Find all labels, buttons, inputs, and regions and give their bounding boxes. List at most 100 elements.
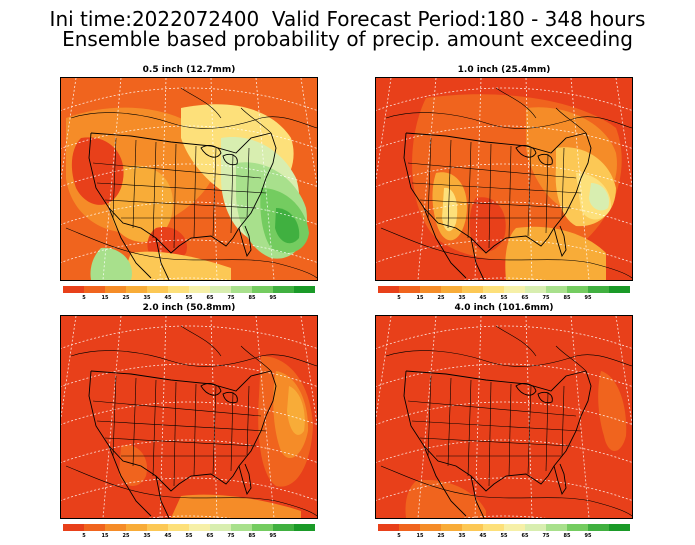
panel-title: 4.0 inch (101.6mm) (454, 303, 554, 313)
colorbar-label: 85 (248, 533, 256, 539)
probability-map (375, 315, 633, 519)
colorbar-segment (483, 286, 504, 293)
colorbar-label: 55 (500, 533, 508, 539)
panel-title: 0.5 inch (12.7mm) (142, 65, 236, 75)
colorbar (63, 286, 315, 293)
colorbar-label: 45 (479, 533, 487, 539)
colorbar-segment (525, 524, 546, 531)
colorbar-segment (63, 286, 84, 293)
colorbar-label: 65 (521, 295, 529, 301)
colorbar-label: 35 (143, 533, 151, 539)
colorbar-label: 65 (206, 533, 214, 539)
colorbar-label: 85 (563, 295, 571, 301)
colorbar-segment (420, 286, 441, 293)
colorbar-segment (84, 524, 105, 531)
colorbar-segment (147, 286, 168, 293)
colorbar-label: 45 (479, 295, 487, 301)
colorbar-segment (504, 524, 525, 531)
colorbar-segment (210, 524, 231, 531)
colorbar-label: 75 (227, 295, 235, 301)
colorbar-segment (546, 524, 567, 531)
map-graphic (61, 78, 317, 280)
colorbar-segment (378, 524, 399, 531)
panel-title: 1.0 inch (25.4mm) (457, 65, 551, 75)
colorbar-segment (105, 286, 126, 293)
colorbar-segment (567, 524, 588, 531)
colorbar-label: 75 (542, 295, 550, 301)
colorbar-segment (588, 286, 609, 293)
colorbar-labels: 5 15 25 35 45 55 65 75 85 95 (378, 533, 630, 541)
colorbar-label: 95 (584, 533, 592, 539)
map-graphic (376, 316, 632, 518)
colorbar-segment (609, 286, 630, 293)
colorbar-label: 95 (269, 533, 277, 539)
colorbar-label: 5 (82, 533, 86, 539)
colorbar-segment (84, 286, 105, 293)
colorbar-labels: 5 15 25 35 45 55 65 75 85 95 (378, 295, 630, 303)
map-graphic (376, 78, 632, 280)
panel-1-0-inch: 1.0 inch (25.4mm) 5 15 25 35 45 55 65 75 85 95 (375, 65, 633, 305)
colorbar-segment (483, 524, 504, 531)
colorbar-segment (273, 524, 294, 531)
colorbar-label: 35 (458, 533, 466, 539)
colorbar-segment (567, 286, 588, 293)
colorbar-segment (210, 286, 231, 293)
colorbar-segment (189, 524, 210, 531)
colorbar-segment (399, 286, 420, 293)
colorbar-segment (252, 286, 273, 293)
colorbar-label: 65 (521, 533, 529, 539)
colorbar-segment (168, 286, 189, 293)
colorbar-label: 35 (143, 295, 151, 301)
colorbar-label: 45 (164, 533, 172, 539)
colorbar-label: 45 (164, 295, 172, 301)
colorbar-label: 15 (101, 533, 109, 539)
colorbar-label: 85 (563, 533, 571, 539)
colorbar-label: 5 (82, 295, 86, 301)
colorbar-label: 55 (500, 295, 508, 301)
colorbar-segment (588, 524, 609, 531)
colorbar-segment (189, 286, 210, 293)
colorbar-segment (462, 286, 483, 293)
colorbar-segment (441, 524, 462, 531)
colorbar-label: 65 (206, 295, 214, 301)
colorbar-label: 15 (416, 533, 424, 539)
colorbar-segment (609, 524, 630, 531)
colorbar-segment (504, 286, 525, 293)
panel-0-5-inch: 0.5 inch (12.7mm) 5 15 25 35 45 55 65 75 85 95 (60, 65, 318, 305)
colorbar-label: 95 (584, 295, 592, 301)
colorbar (63, 524, 315, 531)
panel-title: 2.0 inch (50.8mm) (142, 303, 236, 313)
main-title-line-2: Ensemble based probability of precip. am… (62, 27, 633, 51)
colorbar-label: 25 (437, 533, 445, 539)
probability-map (60, 315, 318, 519)
colorbar-label: 5 (397, 295, 401, 301)
colorbar (378, 524, 630, 531)
colorbar-label: 25 (122, 533, 130, 539)
colorbar-label: 35 (458, 295, 466, 301)
colorbar-segment (105, 524, 126, 531)
probability-map (375, 77, 633, 281)
main-title-line-1: Ini time:2022072400 Valid Forecast Perio… (49, 7, 646, 31)
colorbar-segment (441, 286, 462, 293)
colorbar-segment (462, 524, 483, 531)
colorbar-segment (420, 524, 441, 531)
colorbar-segment (378, 286, 399, 293)
colorbar-segment (525, 286, 546, 293)
colorbar-segment (126, 286, 147, 293)
colorbar-segment (63, 524, 84, 531)
colorbar-segment (126, 524, 147, 531)
colorbar-label: 25 (122, 295, 130, 301)
probability-map (60, 77, 318, 281)
colorbar-segment (399, 524, 420, 531)
panel-2-0-inch: 2.0 inch (50.8mm) 5 15 25 35 45 55 65 75 85 95 (60, 303, 318, 543)
colorbar-labels: 5 15 25 35 45 55 65 75 85 95 (63, 533, 315, 541)
colorbar-segment (294, 286, 315, 293)
colorbar-label: 85 (248, 295, 256, 301)
colorbar-segment (252, 524, 273, 531)
colorbar-segment (294, 524, 315, 531)
map-graphic (61, 316, 317, 518)
colorbar-label: 75 (542, 533, 550, 539)
colorbar-label: 15 (101, 295, 109, 301)
colorbar-label: 25 (437, 295, 445, 301)
colorbar-segment (231, 286, 252, 293)
